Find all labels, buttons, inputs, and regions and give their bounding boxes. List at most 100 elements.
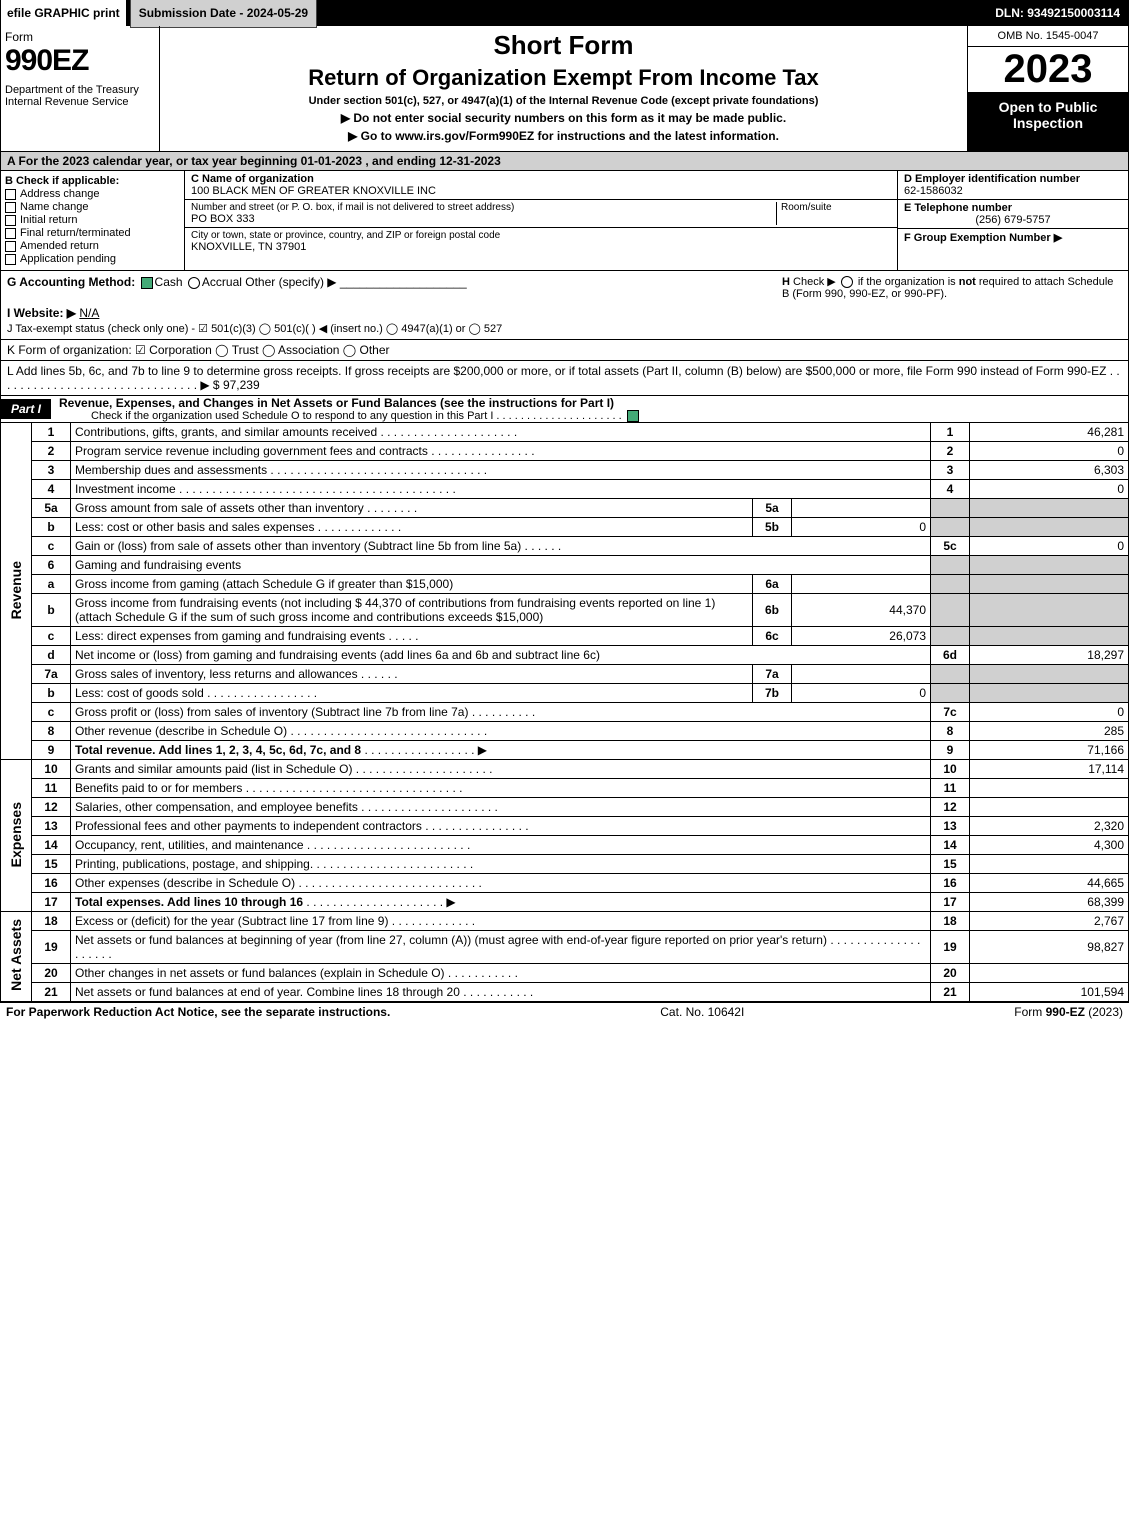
accrual-label: Accrual [202,275,242,289]
line-num: 20 [32,964,71,983]
section-d: D Employer identification number 62-1586… [898,171,1128,200]
line-l-text: L Add lines 5b, 6c, and 7b to line 9 to … [7,364,1120,392]
table-row: 17 Total expenses. Add lines 10 through … [1,893,1129,912]
table-row: b Gross income from fundraising events (… [1,594,1129,627]
line-val: 17,114 [970,760,1129,779]
table-row: d Net income or (loss) from gaming and f… [1,646,1129,665]
part1-schedule-o-checkbox[interactable] [627,410,639,422]
line-desc: Less: direct expenses from gaming and fu… [71,627,753,646]
subbox-value: 0 [792,684,931,703]
line-val: 0 [970,703,1129,722]
street-value: PO BOX 333 [191,213,776,225]
section-c: C Name of organization 100 BLACK MEN OF … [185,171,897,270]
line-desc: Professional fees and other payments to … [71,817,931,836]
line-num: 6 [32,556,71,575]
line-num: b [32,684,71,703]
grey-cell [970,499,1129,518]
subbox-value [792,499,931,518]
goto-instruction: ▶ Go to www.irs.gov/Form990EZ for instru… [164,129,963,143]
block-ghij: G Accounting Method: Cash Accrual Other … [0,271,1129,340]
line-num: 2 [32,442,71,461]
subbox-value: 0 [792,518,931,537]
check-label: Application pending [20,253,116,265]
line-num: 17 [32,893,71,912]
table-row: c Gain or (loss) from sale of assets oth… [1,537,1129,556]
line-desc: Other changes in net assets or fund bala… [71,964,931,983]
line-desc: Occupancy, rent, utilities, and maintena… [71,836,931,855]
form-title-block: Short Form Return of Organization Exempt… [160,26,967,151]
subbox-value [792,575,931,594]
check-name-change[interactable]: Name change [5,201,180,213]
check-initial-return[interactable]: Initial return [5,214,180,226]
line-desc: Program service revenue including govern… [71,442,931,461]
line-desc: Grants and similar amounts paid (list in… [71,760,931,779]
line-desc: Net assets or fund balances at beginning… [71,931,931,964]
subbox-label: 5a [753,499,792,518]
department-label: Department of the Treasury Internal Reve… [5,84,155,108]
line-numcol: 21 [931,983,970,1002]
table-row: 8 Other revenue (describe in Schedule O)… [1,722,1129,741]
submission-date-label: Submission Date - 2024-05-29 [130,0,317,28]
line-num: a [32,575,71,594]
line-numcol: 2 [931,442,970,461]
line-val: 2,320 [970,817,1129,836]
grey-cell [970,627,1129,646]
check-final-return[interactable]: Final return/terminated [5,227,180,239]
ein-label: D Employer identification number [904,173,1122,185]
form-meta-block: OMB No. 1545-0047 2023 Open to Public In… [967,26,1128,151]
subbox-label: 5b [753,518,792,537]
line-numcol: 3 [931,461,970,480]
check-application-pending[interactable]: Application pending [5,253,180,265]
table-row: c Less: direct expenses from gaming and … [1,627,1129,646]
line-num: 3 [32,461,71,480]
line-desc: Gross profit or (loss) from sales of inv… [71,703,931,722]
website-label: I Website: ▶ [7,306,76,320]
line-val: 71,166 [970,741,1129,760]
check-address-change[interactable]: Address change [5,188,180,200]
check-label: Initial return [20,214,77,226]
line-numcol: 20 [931,964,970,983]
line-desc: Total revenue. Add lines 1, 2, 3, 4, 5c,… [71,741,931,760]
line-num: d [32,646,71,665]
line-numcol: 18 [931,912,970,931]
footer-left: For Paperwork Reduction Act Notice, see … [6,1005,390,1019]
accrual-radio[interactable] [188,277,200,289]
line-numcol: 16 [931,874,970,893]
subbox-label: 6a [753,575,792,594]
line-num: 12 [32,798,71,817]
line-val: 0 [970,537,1129,556]
efile-print-label[interactable]: efile GRAPHIC print [1,0,126,27]
line-num: 13 [32,817,71,836]
table-row: 5a Gross amount from sale of assets othe… [1,499,1129,518]
line-desc: Salaries, other compensation, and employ… [71,798,931,817]
grey-cell [970,665,1129,684]
line-j: J Tax-exempt status (check only one) - ☑… [7,322,1122,335]
grey-cell [931,665,970,684]
table-row: 11 Benefits paid to or for members . . .… [1,779,1129,798]
table-row: 14 Occupancy, rent, utilities, and maint… [1,836,1129,855]
no-ssn-instruction: ▶ Do not enter social security numbers o… [164,111,963,125]
line-numcol: 10 [931,760,970,779]
line-numcol: 14 [931,836,970,855]
line-numcol: 13 [931,817,970,836]
tax-year: 2023 [968,47,1128,93]
schedule-b-radio[interactable] [841,276,853,288]
line-val: 0 [970,442,1129,461]
line-num: 9 [32,741,71,760]
table-row: 2 Program service revenue including gove… [1,442,1129,461]
cash-checkbox[interactable] [141,277,153,289]
grey-cell [931,575,970,594]
under-section-text: Under section 501(c), 527, or 4947(a)(1)… [164,95,963,107]
line-num: 11 [32,779,71,798]
line-desc: Net assets or fund balances at end of ye… [71,983,931,1002]
line-numcol: 19 [931,931,970,964]
form-label: Form [5,30,155,44]
subbox-value [792,665,931,684]
line-val: 2,767 [970,912,1129,931]
table-row: b Less: cost or other basis and sales ex… [1,518,1129,537]
check-amended-return[interactable]: Amended return [5,240,180,252]
gross-receipts-value: 97,239 [223,378,260,392]
grey-cell [970,575,1129,594]
city-label: City or town, state or province, country… [191,230,891,241]
footer-right: Form 990-EZ (2023) [1014,1005,1123,1019]
